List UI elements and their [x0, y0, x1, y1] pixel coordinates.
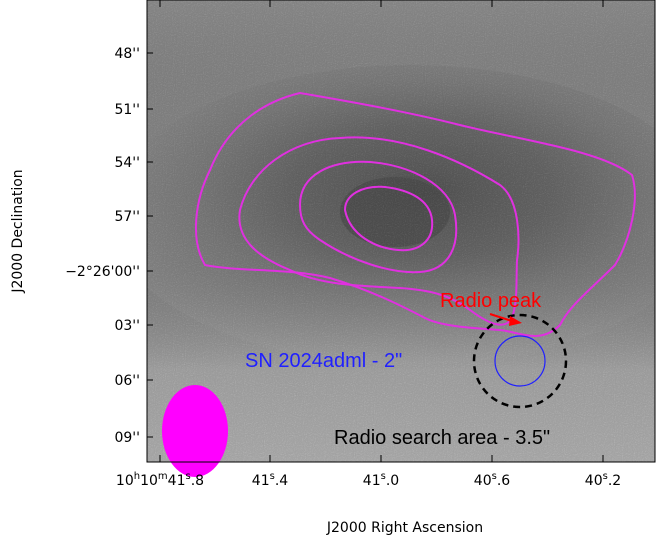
y-tick-label: 48'': [114, 46, 140, 62]
y-tick-label: 03'': [114, 318, 140, 334]
x-tick-label: 40s.2: [585, 471, 621, 489]
beam-ellipse: [162, 385, 228, 477]
x-tick-label: 41s.4: [252, 471, 288, 489]
search-area-label: Radio search area - 3.5": [334, 427, 550, 449]
y-tick-label: 51'': [114, 102, 140, 118]
y-tick-labels: 48'' 51'' 54'' 57'' −2°26'00'' 03'' 06''…: [65, 46, 140, 446]
x-tick-labels: 10h10m41s.8 41s.4 41s.0 40s.6 40s.2: [116, 471, 621, 489]
y-tick-label: 09'': [114, 430, 140, 446]
x-tick-label: 10h10m41s.8: [116, 471, 204, 489]
sn-label: SN 2024adml - 2": [245, 350, 402, 372]
x-tick-label: 40s.6: [474, 471, 510, 489]
y-tick-label: 54'': [114, 155, 140, 171]
y-tick-label: 06'': [114, 373, 140, 389]
y-tick-label: 57'': [114, 209, 140, 225]
radio-peak-label: Radio peak: [440, 290, 542, 312]
y-tick-label: −2°26'00'': [65, 264, 140, 280]
x-axis-title: J2000 Right Ascension: [326, 520, 483, 536]
y-axis-title: J2000 Declination: [10, 169, 26, 293]
x-tick-label: 41s.0: [363, 471, 399, 489]
